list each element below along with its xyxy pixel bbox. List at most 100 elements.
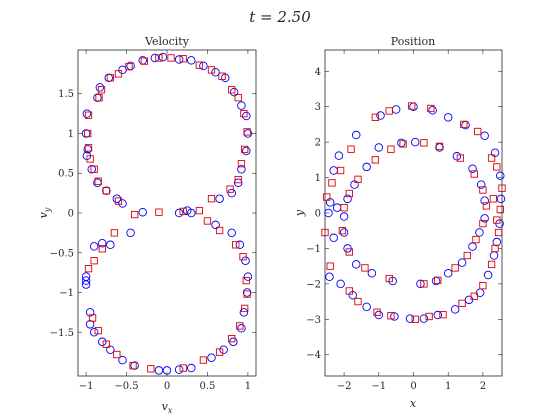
position-xlabel-base: x [410,397,417,410]
position-point-blue-circle [410,137,420,147]
position-point-blue-circle [443,113,453,122]
velocity-point-blue-circle [126,228,135,238]
velocity-point-blue-circle [187,208,196,218]
position-point-red-square [494,228,503,237]
position-point-red-square [347,145,355,153]
position-xtick-label: −2 [337,381,352,392]
position-point-red-square [456,154,465,162]
velocity-point-red-square [88,314,97,322]
position-point-blue-circle [362,162,371,172]
velocity-ytick-label: −1.5 [50,328,74,339]
velocity-point-red-square [106,74,115,82]
position-point-blue-circle [339,212,349,221]
position-point-red-square [489,195,497,203]
position-point-blue-circle [329,166,338,175]
velocity-point-red-square [199,356,208,364]
position-xtick-label: −1 [371,381,386,392]
velocity-point-blue-circle [229,87,239,97]
position-point-blue-circle [329,233,338,243]
velocity-point-blue-circle [106,240,115,250]
position-point-blue-circle [374,143,384,152]
position-points [321,102,506,323]
velocity-point-blue-circle [211,220,220,230]
position-point-blue-circle [428,105,437,115]
velocity-xtick-label: 1 [245,381,251,392]
velocity-point-red-square [84,144,93,152]
position-point-red-square [491,244,499,253]
position-point-blue-circle [351,260,361,269]
position-ytick-label: −2 [306,279,321,290]
velocity-title: Velocity [144,35,190,48]
velocity-point-blue-circle [85,308,95,317]
velocity-point-red-square [95,94,103,102]
velocity-point-red-square [125,63,133,71]
position-point-red-square [385,274,393,283]
velocity-point-red-square [179,55,187,63]
velocity-ytick-label: −0.5 [50,248,74,259]
position-point-red-square [420,139,428,147]
position-axes-box [324,49,503,377]
velocity-point-blue-circle [211,68,220,77]
velocity-point-blue-circle [162,366,172,375]
position-ytick-label: 0 [315,209,321,220]
velocity-point-blue-circle [118,199,127,208]
velocity-point-blue-circle [89,328,99,337]
position-point-red-square [482,202,491,210]
velocity-ylabel: vy [37,207,52,218]
position-point-red-square [451,264,459,272]
velocity-point-blue-circle [150,53,160,63]
position-point-red-square [425,312,433,321]
velocity-ytick-label: 0 [68,209,74,220]
position-point-red-square [460,120,468,129]
position-point-blue-circle [416,279,425,289]
velocity-ytick-label: −1 [59,288,74,299]
velocity-point-red-square [113,350,121,359]
velocity-point-red-square [195,206,204,215]
position-point-red-square [496,205,504,214]
velocity-point-red-square [215,226,224,235]
position-point-red-square [373,308,381,316]
velocity-point-red-square [179,207,187,216]
position-point-red-square [470,292,478,300]
position-point-red-square [361,264,369,272]
velocity-point-blue-circle [158,52,168,62]
velocity-point-blue-circle [89,242,99,251]
position-point-red-square [338,227,347,235]
position-point-blue-circle [457,258,467,267]
velocity-point-red-square [218,72,226,80]
position-point-red-square [463,251,471,260]
position-point-red-square [340,204,348,212]
velocity-point-blue-circle [81,280,91,289]
velocity-point-red-square [215,348,224,356]
velocity-xtick-label: −1 [79,381,94,392]
position-point-red-square [493,163,501,171]
position-point-red-square [385,107,393,115]
position-point-blue-circle [492,237,502,247]
velocity-point-red-square [167,54,175,62]
velocity-point-blue-circle [174,365,184,374]
position-point-red-square [434,276,442,284]
position-point-blue-circle [468,242,477,251]
position-point-blue-circle [332,203,342,212]
position-point-blue-circle [324,208,333,218]
velocity-point-red-square [228,334,236,343]
velocity-point-red-square [155,54,163,62]
position-point-blue-circle [480,196,489,205]
position-ytick-label: 4 [315,67,321,78]
velocity-point-blue-circle [174,55,184,64]
position-point-red-square [498,184,506,192]
position-point-red-square [487,154,496,162]
position-point-red-square [326,262,334,270]
velocity-point-red-square [241,145,249,154]
position-point-red-square [479,186,487,194]
velocity-point-blue-circle [104,73,113,83]
velocity-point-blue-circle [98,238,107,248]
position-point-red-square [420,280,428,288]
velocity-point-blue-circle [237,101,246,110]
velocity-point-blue-circle [87,165,97,174]
position-point-blue-circle [450,305,460,314]
velocity-point-blue-circle [233,178,243,188]
velocity-point-blue-circle [118,355,127,365]
velocity-ylabel-sub: y [43,207,52,213]
